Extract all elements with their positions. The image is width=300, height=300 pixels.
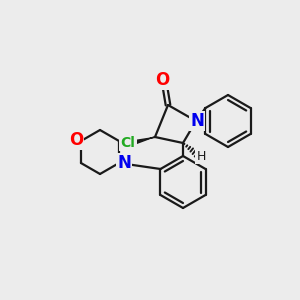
Text: O: O bbox=[155, 71, 169, 89]
Polygon shape bbox=[131, 136, 155, 145]
Text: H: H bbox=[196, 149, 206, 163]
Text: Cl: Cl bbox=[121, 136, 135, 150]
Text: N: N bbox=[117, 154, 131, 172]
Text: N: N bbox=[190, 112, 204, 130]
Text: O: O bbox=[69, 131, 83, 149]
